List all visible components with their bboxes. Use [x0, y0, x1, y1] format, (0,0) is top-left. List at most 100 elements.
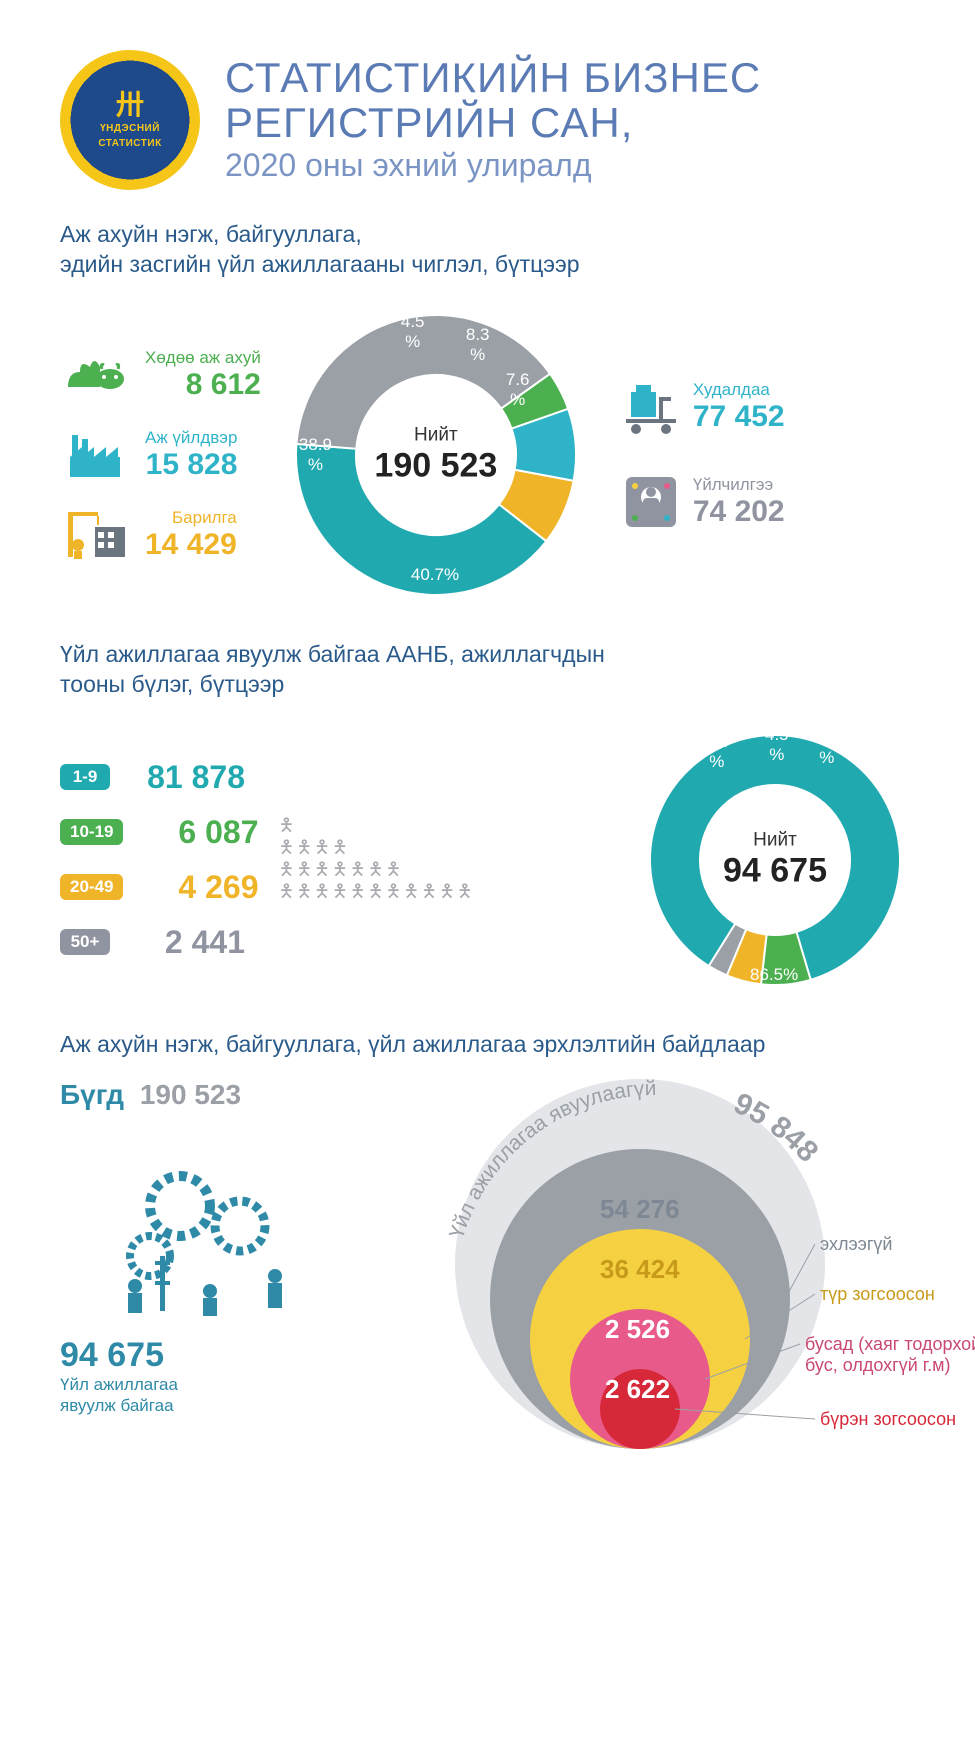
construction-icon	[60, 507, 130, 562]
s1-title-l1: Аж ахуйн нэгж, байгууллага,	[60, 221, 362, 247]
nested-circle-label: бусад (хаяг тодорхой бус, олдохгүй г.м)	[805, 1334, 975, 1376]
donut-slice-label: 38.9 %	[299, 435, 332, 475]
person-icon: 🯅	[314, 860, 330, 878]
s2-title-l1: Үйл ажиллагаа явуулж байгаа ААНБ, ажилла…	[60, 641, 605, 667]
people-pyramid-icon: 🯅🯅🯅🯅🯅🯅🯅🯅🯅🯅🯅🯅🯅🯅🯅🯅🯅🯅🯅🯅🯅🯅🯅	[278, 816, 472, 904]
person-icon: 🯅	[386, 860, 402, 878]
person-icon: 🯅	[296, 882, 312, 900]
nested-circle-value: 2 526	[605, 1314, 670, 1345]
s3-total-label: Бүгд	[60, 1079, 124, 1110]
donut-slice-label: 4.5 %	[765, 725, 789, 765]
section-1: Аж ахуйн нэгж, байгууллага, эдийн засгий…	[0, 210, 975, 630]
person-icon: 🯅	[278, 860, 294, 878]
range-badge: 1-9	[60, 764, 110, 790]
nested-circle-label: түр зогсоосон	[820, 1284, 935, 1305]
s2-ranges: 1-9 81 878 10-19 6 087 20-49 4 269 50+ 2 44…	[60, 759, 258, 961]
s3-active-label-l2: явуулж байгаа	[60, 1396, 360, 1416]
logo-badge: 卅 ҮНДЭСНИЙ СТАТИСТИК	[60, 50, 200, 190]
title-line2: РЕГИСТРИЙН САН,	[225, 101, 915, 145]
section-2-title: Үйл ажиллагаа явуулж байгаа ААНБ, ажилла…	[60, 640, 915, 700]
donut-slice-label: 8.3 %	[466, 325, 490, 365]
trade-icon	[621, 377, 681, 437]
range-row: 50+ 2 441	[60, 924, 258, 961]
s1-left-categories: Хөдөө аж ахуй 8 612 Аж үйлдвэр 15 828 Ба…	[60, 347, 261, 562]
person-icon: 🯅	[278, 816, 294, 834]
person-icon: 🯅	[314, 838, 330, 856]
donut-slice-label: 7.6 %	[506, 370, 530, 410]
donut-slice-label: 2.6 %	[815, 728, 839, 768]
section-2: Үйл ажиллагаа явуулж байгаа ААНБ, ажилла…	[0, 630, 975, 1020]
donut-slice-label: 6.4 %	[705, 732, 729, 772]
s3-total: Бүгд 190 523	[60, 1079, 360, 1111]
person-icon: 🯅	[332, 838, 348, 856]
s1-left-row: Барилга 14 429	[60, 507, 261, 562]
person-icon: 🯅	[350, 860, 366, 878]
s1-left-value: 8 612	[145, 368, 261, 402]
range-value: 6 087	[143, 814, 258, 851]
s1-left-text: Хөдөө аж ахуй 8 612	[145, 348, 261, 402]
s1-right-value: 74 202	[693, 495, 785, 529]
s1-left-label: Барилга	[145, 508, 237, 528]
s2-title-l2: тооны бүлэг, бүтцээр	[60, 671, 284, 697]
person-icon: 🯅	[403, 882, 419, 900]
s2-donut-center-label: Нийт	[723, 829, 827, 851]
person-icon: 🯅	[368, 882, 384, 900]
s1-left-label: Хөдөө аж ахуй	[145, 348, 261, 368]
s1-left-value: 14 429	[145, 528, 237, 562]
s1-left-label: Аж үйлдвэр	[145, 428, 237, 448]
person-icon: 🯅	[278, 882, 294, 900]
range-value: 2 441	[130, 924, 245, 961]
donut-slice-label: 86.5%	[750, 965, 798, 985]
s2-donut: Нийт 94 675 86.5% 6.4 % 4.5 % 2.6 %	[635, 720, 915, 1000]
range-value: 81 878	[130, 759, 245, 796]
people-row: 🯅	[278, 816, 472, 834]
nested-circle-label: бүрэн зогсоосон	[820, 1409, 956, 1430]
s1-right-label: Үйлчилгээ	[693, 475, 785, 495]
s3-active-value: 94 675	[60, 1336, 360, 1375]
logo-text-bottom: СТАТИСТИК	[98, 138, 161, 149]
nested-circle-value: 54 276	[600, 1194, 680, 1225]
gears-workers-icon	[60, 1141, 360, 1321]
s1-right-value: 77 452	[693, 400, 785, 434]
s1-title-l2: эдийн засгийн үйл ажиллагааны чиглэл, бү…	[60, 251, 580, 277]
person-icon: 🯅	[314, 882, 330, 900]
s1-right-label: Худалдаа	[693, 380, 785, 400]
people-row: 🯅🯅🯅🯅🯅🯅🯅🯅🯅🯅🯅	[278, 882, 472, 900]
s1-donut: Нийт 190 523 40.7%38.9 %4.5 %8.3 %7.6 %	[281, 300, 591, 610]
s2-donut-center: Нийт 94 675	[723, 829, 827, 890]
nested-circle-label: эхлээгүй	[820, 1234, 892, 1255]
title-block: СТАТИСТИКИЙН БИЗНЕС РЕГИСТРИЙН САН, 2020…	[225, 56, 915, 183]
s2-donut-center-value: 94 675	[723, 851, 827, 890]
person-icon: 🯅	[421, 882, 437, 900]
logo-text-top: ҮНДЭСНИЙ	[100, 123, 160, 134]
s1-donut-center: Нийт 190 523	[374, 424, 497, 485]
s1-right-text: Үйлчилгээ 74 202	[693, 475, 785, 529]
service-icon	[621, 472, 681, 532]
s1-donut-center-label: Нийт	[374, 424, 497, 446]
range-badge: 50+	[60, 929, 110, 955]
subtitle: 2020 оны эхний улиралд	[225, 147, 915, 184]
range-value: 4 269	[143, 869, 258, 906]
people-row: 🯅🯅🯅🯅	[278, 838, 472, 856]
person-icon: 🯅	[368, 860, 384, 878]
s1-left-text: Аж үйлдвэр 15 828	[145, 428, 237, 482]
s1-left-value: 15 828	[145, 448, 237, 482]
s1-right-row: Худалдаа 77 452	[621, 377, 785, 437]
range-badge: 10-19	[60, 819, 123, 845]
s1-left-row: Аж үйлдвэр 15 828	[60, 427, 261, 482]
factory-icon	[60, 427, 130, 482]
people-row: 🯅🯅🯅🯅🯅🯅🯅	[278, 860, 472, 878]
s1-left-text: Барилга 14 429	[145, 508, 237, 562]
donut-slice-label: 4.5 %	[401, 312, 425, 352]
person-icon: 🯅	[350, 882, 366, 900]
range-badge: 20-49	[60, 874, 123, 900]
s1-right-categories: Худалдаа 77 452 Үйлчилгээ 74 202	[621, 377, 785, 532]
person-icon: 🯅	[278, 838, 294, 856]
range-row: 20-49 4 269	[60, 869, 258, 906]
s1-right-row: Үйлчилгээ 74 202	[621, 472, 785, 532]
range-row: 1-9 81 878	[60, 759, 258, 796]
header: 卅 ҮНДЭСНИЙ СТАТИСТИК СТАТИСТИКИЙН БИЗНЕС…	[0, 0, 975, 210]
logo-emblem-icon: 卅	[116, 91, 144, 119]
s3-nested-circles: Үйл ажиллагаа явуулаагүй 95 848 54 276эх…	[390, 1079, 910, 1499]
s1-donut-center-value: 190 523	[374, 446, 497, 485]
